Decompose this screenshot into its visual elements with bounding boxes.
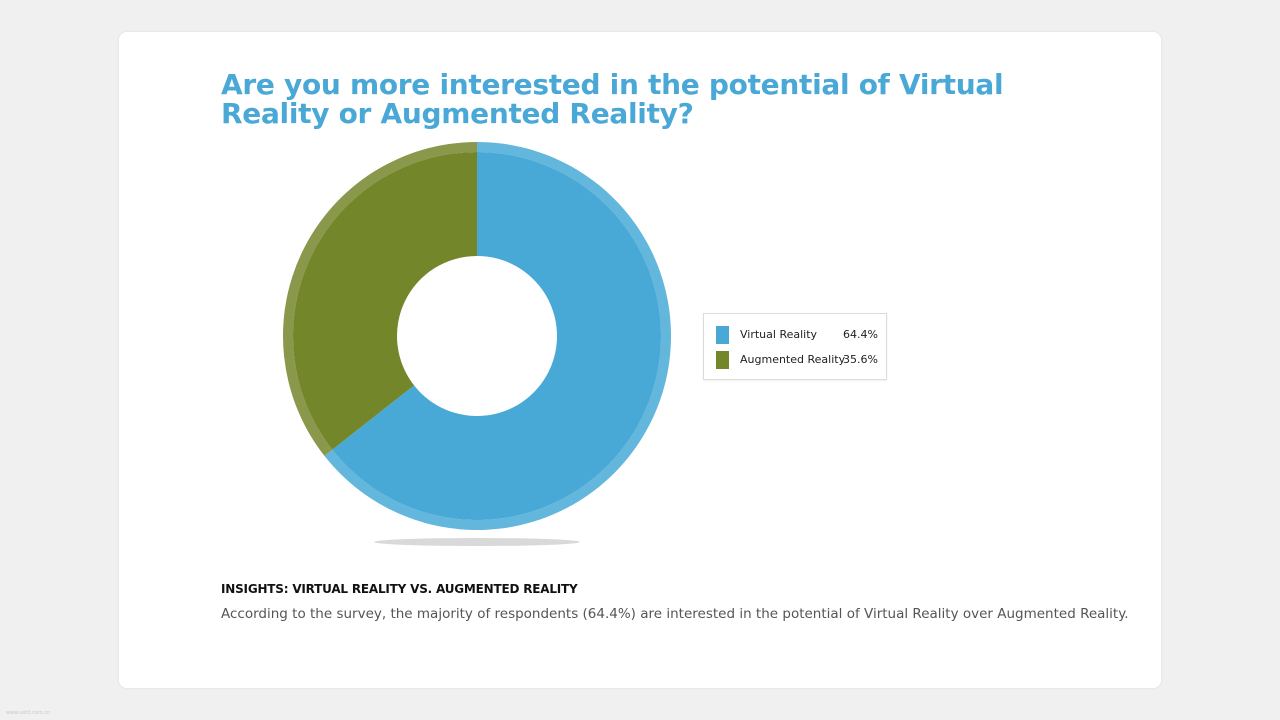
legend-item-virtual-reality[interactable]: Virtual Reality 64.4% — [716, 326, 878, 344]
legend-label: Virtual Reality — [740, 328, 818, 341]
donut-slices — [283, 142, 671, 530]
chart-card: Are you more interested in the potential… — [119, 32, 1161, 688]
slice-augmented-reality[interactable] — [293, 152, 477, 450]
legend-label: Augmented Reality — [740, 353, 846, 366]
legend-swatch — [716, 326, 729, 344]
legend-value: 35.6% — [843, 353, 878, 366]
watermark: www.ustit.com.cn — [6, 710, 51, 716]
legend-swatch — [716, 351, 729, 369]
chart-title: Are you more interested in the potential… — [221, 68, 1004, 130]
insights-text: According to the survey, the majority of… — [221, 606, 1129, 622]
chart-legend: Virtual Reality 64.4% Augmented Reality … — [703, 313, 887, 380]
insights-heading: INSIGHTS: VIRTUAL REALITY VS. AUGMENTED … — [221, 582, 578, 596]
donut-chart — [283, 142, 671, 546]
legend-value: 64.4% — [843, 328, 878, 341]
slice-virtual-reality[interactable] — [332, 152, 662, 520]
chart-shadow — [374, 538, 580, 546]
slice-augmented-reality-rim — [283, 142, 477, 456]
legend-item-augmented-reality[interactable]: Augmented Reality 35.6% — [716, 351, 878, 369]
